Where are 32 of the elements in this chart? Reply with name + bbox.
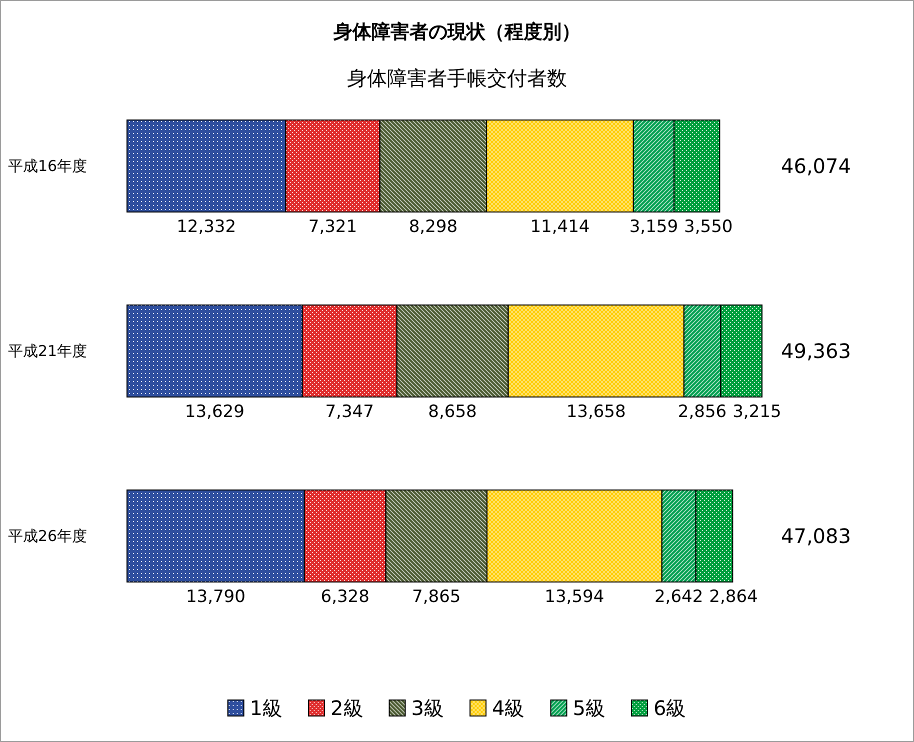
data-label: 3,159	[629, 217, 678, 237]
y-tick-label: 平成16年度	[8, 157, 88, 175]
legend-label: 1級	[250, 696, 283, 720]
y-tick-label: 平成21年度	[8, 342, 88, 360]
data-label: 7,347	[325, 402, 374, 422]
data-label: 8,298	[408, 217, 458, 237]
data-label: 3,215	[732, 402, 782, 422]
data-label: 12,332	[176, 217, 236, 237]
data-label: 2,864	[709, 587, 758, 607]
legend-label: 2級	[330, 696, 364, 720]
data-label: 13,658	[566, 402, 626, 422]
y-tick-label: 平成26年度	[8, 527, 88, 545]
total-label: 46,074	[781, 154, 851, 178]
chart-title: 身体障害者の現状（程度別）	[332, 21, 580, 43]
legend-label: 5級	[572, 696, 606, 720]
data-label: 2,856	[678, 402, 727, 422]
data-label: 13,790	[186, 587, 246, 607]
total-label: 49,363	[781, 339, 851, 363]
legend-label: 6級	[653, 696, 686, 720]
data-label: 11,414	[530, 217, 590, 237]
data-label: 2,642	[654, 587, 704, 607]
data-label: 6,328	[320, 587, 370, 607]
data-label: 7,321	[308, 217, 358, 237]
data-label: 13,594	[544, 587, 604, 607]
data-label: 3,550	[684, 217, 733, 237]
legend-label: 3級	[411, 696, 444, 720]
chart-subtitle: 身体障害者手帳交付者数	[347, 66, 567, 90]
data-label: 8,658	[428, 402, 477, 422]
legend-label: 4級	[492, 696, 525, 720]
data-label: 13,629	[184, 402, 244, 422]
total-label: 47,083	[781, 524, 851, 548]
data-label: 7,865	[412, 587, 461, 607]
